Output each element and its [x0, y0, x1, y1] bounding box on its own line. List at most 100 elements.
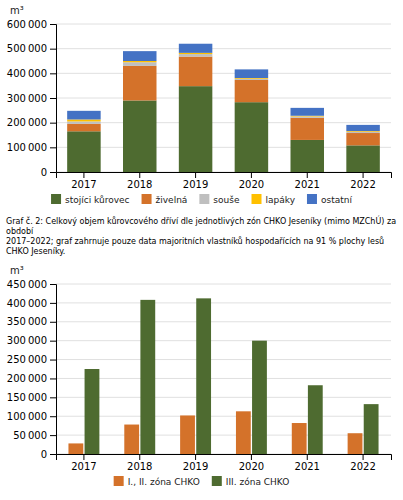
bar — [67, 124, 101, 131]
x-tick-label: 2018 — [127, 179, 152, 190]
grid-line — [56, 416, 391, 417]
y-tick-label: 500 000 — [7, 43, 47, 54]
axis-line — [50, 285, 57, 455]
y-tick: 300 000 — [7, 93, 56, 104]
legend-item: I., II. zóna CHKO — [114, 476, 200, 487]
grid-line — [56, 321, 391, 322]
tick-mark — [50, 435, 56, 436]
y-tick-label: 0 — [41, 167, 47, 178]
x-tick: 2017 — [71, 454, 96, 472]
bar — [252, 341, 267, 454]
tick-mark — [50, 322, 56, 323]
grid-line — [56, 435, 391, 436]
bar — [235, 102, 269, 172]
text-line: 2017–2022; graf zahrnuje pouze data majo… — [6, 236, 384, 246]
legend: I., II. zóna CHKO III. zóna CHKO — [114, 476, 290, 487]
bar — [291, 117, 325, 118]
grid-line — [56, 340, 391, 341]
bar — [67, 111, 101, 120]
x-tick-label: 2020 — [239, 461, 264, 472]
legend-item: III. zóna CHKO — [212, 476, 290, 487]
legend-label: III. zóna CHKO — [226, 477, 290, 487]
bar — [346, 145, 380, 172]
grid-line — [56, 73, 391, 74]
tick-mark — [251, 172, 252, 178]
legend-label: souše — [213, 195, 240, 205]
x-tick: 2020 — [239, 172, 264, 190]
y-tick-label: 400 000 — [7, 298, 47, 309]
y-tick-label: 350 000 — [7, 316, 47, 327]
y-tick: 0 — [41, 449, 56, 460]
y-tick: 300 000 — [7, 335, 56, 346]
tick-mark — [50, 172, 56, 173]
y-tick: 250 000 — [7, 354, 56, 365]
legend-item: živelná — [142, 194, 188, 205]
text-line: Graf č. 2: Celkový objem kůrovcového dří… — [6, 215, 396, 226]
y-tick: 50 000 — [13, 430, 56, 441]
bar — [179, 53, 213, 54]
x-tick: 2017 — [71, 172, 96, 190]
y-tick: 350 000 — [7, 316, 56, 327]
grid-line — [56, 48, 391, 49]
y-tick: 200 000 — [7, 117, 56, 128]
tick-mark — [50, 73, 56, 74]
bar — [124, 425, 139, 454]
bar-series — [67, 54, 380, 133]
x-axis: 201720182019202020212022 — [57, 172, 392, 190]
grid-line — [56, 98, 391, 99]
x-tick-label: 2022 — [350, 461, 375, 472]
y-tick: 400 000 — [7, 298, 56, 309]
bar — [67, 121, 101, 123]
tick-mark — [195, 172, 196, 178]
tick-mark — [363, 172, 364, 178]
bar — [179, 44, 213, 53]
y-tick-label: 150 000 — [7, 392, 47, 403]
bar — [179, 86, 213, 172]
legend-label: lapáky — [266, 195, 296, 205]
tick-mark — [50, 98, 56, 99]
bar — [348, 433, 363, 454]
y-tick-label: 300 000 — [7, 93, 47, 104]
tick-mark — [307, 454, 308, 460]
y-axis-label: m³ — [10, 265, 24, 276]
bar — [308, 385, 323, 454]
y-tick: 400 000 — [7, 68, 56, 79]
y-tick-label: 100 000 — [7, 142, 47, 153]
y-tick: 600 000 — [7, 19, 56, 30]
legend: stojíci kůrovecživelnásoušelapákyostatní — [51, 194, 352, 205]
grid — [56, 284, 391, 454]
bar-series — [67, 53, 380, 132]
tick-mark — [251, 454, 252, 460]
legend-swatch — [199, 194, 209, 204]
x-tick: 2018 — [127, 454, 152, 472]
x-tick-label: 2019 — [183, 179, 208, 190]
legend-item: lapáky — [252, 194, 296, 205]
x-tick: 2019 — [183, 172, 208, 190]
bar-series — [67, 44, 380, 131]
legend-item: souše — [199, 194, 240, 205]
bar — [364, 404, 379, 454]
bar — [180, 415, 195, 454]
legend-label: živelná — [156, 195, 188, 205]
bar-series — [67, 57, 380, 146]
y-tick: 150 000 — [7, 392, 56, 403]
bar — [292, 423, 307, 454]
tick-mark — [50, 341, 56, 342]
bar — [291, 108, 325, 116]
bar — [123, 61, 157, 62]
chart-root: m³ 2017 2018 2019 2020 2021 2022 0 100 000 200 00… — [0, 0, 403, 500]
bar-series — [85, 298, 379, 454]
y-tick-label: 200 000 — [7, 117, 47, 128]
figure: m³ 2017 2018 2019 2020 2021 2022 0 100 000 200 00… — [0, 0, 403, 500]
bar — [236, 411, 251, 454]
bar — [85, 369, 100, 454]
x-tick-label: 2021 — [295, 179, 320, 190]
tick-mark — [50, 303, 56, 304]
x-tick: 2018 — [127, 172, 152, 190]
y-tick-label: 600 000 — [7, 19, 47, 30]
legend-label: ostatní — [321, 195, 352, 205]
bar-series — [67, 86, 380, 172]
tick-mark — [83, 172, 84, 178]
legend-item: ostatní — [307, 194, 352, 205]
y-tick-label: 300 000 — [7, 335, 47, 346]
